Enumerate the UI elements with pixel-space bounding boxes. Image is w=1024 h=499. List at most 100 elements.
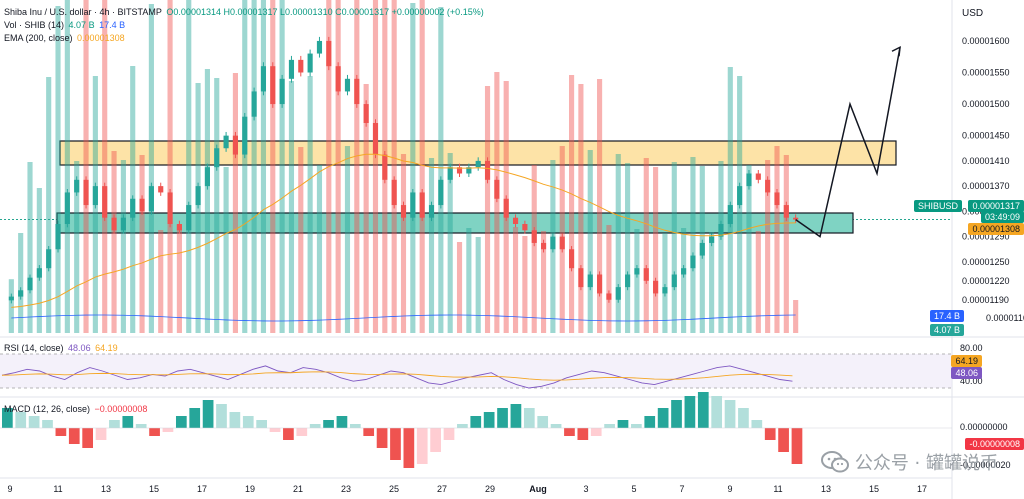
rsi-band	[0, 354, 952, 388]
volume-bar	[8, 279, 14, 333]
macd-histogram-bar	[738, 408, 749, 428]
candle-body	[148, 186, 154, 212]
volume-bar	[410, 3, 416, 333]
macd-histogram-bar	[403, 428, 415, 468]
volume-bar	[634, 229, 640, 333]
rsi-pane	[0, 353, 952, 389]
macd-histogram-bar	[336, 416, 348, 428]
candle-body	[783, 205, 789, 218]
volume-bar	[74, 161, 80, 333]
y-tick-label: 0.00001370	[962, 181, 1010, 191]
candle-body	[653, 280, 659, 294]
candle-body	[251, 91, 257, 117]
rsi-line	[1, 365, 793, 389]
candle-body	[765, 179, 771, 193]
candle-body	[27, 277, 33, 291]
y-tick-label: 0.00001220	[962, 276, 1010, 286]
macd-histogram-bar	[657, 408, 669, 428]
macd-histogram-bar	[537, 416, 549, 428]
x-tick-label: 3	[583, 484, 588, 494]
candle-body	[102, 186, 108, 218]
macd-histogram-bar	[149, 428, 160, 436]
macd-histogram-bar	[269, 428, 281, 432]
volume-bar	[36, 188, 42, 333]
macd-pane	[0, 392, 952, 468]
macd-histogram-bar	[202, 400, 214, 428]
volume-bar	[27, 162, 33, 333]
candle-body	[307, 53, 313, 73]
volume-badge-1: 17.4 B	[929, 310, 964, 322]
wechat-icon	[820, 451, 849, 473]
candle-body	[643, 268, 649, 281]
macd-histogram-bar	[751, 420, 763, 428]
candle-body	[288, 59, 295, 79]
volume-bar	[512, 227, 519, 333]
x-tick-label: 21	[293, 484, 303, 494]
volume-bar	[615, 154, 621, 333]
volume-bar	[391, 0, 397, 333]
volume-bar	[176, 225, 182, 333]
symbol-line: Shiba Inu / U.S. dollar · 4h · BITSTAMP	[4, 7, 162, 17]
macd-histogram-bar	[15, 412, 27, 428]
volume-bar	[746, 165, 752, 333]
watermark: 公众号 · 罐罐说币	[820, 449, 998, 475]
candle-body	[531, 230, 537, 243]
candle-body	[74, 179, 80, 193]
macd-histogram-bar	[109, 420, 120, 428]
macd-histogram-bar	[510, 404, 522, 428]
rsi-level-40: 40.00	[960, 376, 983, 386]
macd-histogram-bar	[671, 400, 682, 428]
volume-ma-line	[11, 314, 796, 322]
symbol-badge: SHIBUSD	[913, 200, 962, 212]
candle-body	[326, 40, 332, 67]
currency-label[interactable]: USD	[962, 8, 984, 19]
volume-bar	[186, 0, 192, 333]
candle-body	[46, 249, 52, 269]
volume-bar	[158, 230, 164, 333]
y-tick-label: 0.00001550	[962, 68, 1010, 78]
candle-body	[671, 274, 677, 288]
candle-body	[690, 255, 696, 269]
macd-histogram-bar	[631, 424, 642, 428]
x-tick-label: 11	[773, 484, 782, 494]
volume-bar	[148, 4, 154, 333]
candle-body	[428, 205, 435, 218]
macd-histogram-bar	[457, 424, 468, 428]
macd-histogram-bar	[764, 428, 776, 440]
volume-bar	[793, 300, 799, 333]
projection-arrowhead	[891, 45, 901, 57]
candle-body	[419, 192, 425, 218]
projection-line	[795, 47, 901, 238]
candle-body	[737, 186, 743, 206]
macd-histogram-bar	[644, 416, 656, 428]
macd-histogram-bar	[82, 428, 94, 448]
macd-value: −0.00000008	[94, 404, 148, 414]
ema-label: EMA (200, close)	[4, 33, 73, 43]
volume-bar	[484, 86, 491, 333]
volume-bar	[774, 146, 780, 333]
y-tick-label: 0.00001500	[962, 99, 1010, 109]
candle-body	[709, 236, 715, 243]
macd-histogram-bar	[390, 428, 401, 460]
x-tick-label: 7	[679, 484, 684, 494]
candle-body	[158, 186, 164, 193]
y-tick-label: 0.00001450	[962, 131, 1010, 141]
volume-bar	[456, 242, 463, 333]
candle-body	[354, 78, 360, 105]
candle-body	[727, 205, 733, 224]
vol-value-1: 4.07 B	[68, 20, 95, 30]
support-zone	[56, 212, 854, 234]
legend-main: Shiba Inu / U.S. dollar · 4h · BITSTAMP …	[4, 7, 486, 18]
ohlc-values: O0.00001314 H0.00001317 L0.00001310 C0.0…	[166, 7, 484, 17]
volume-bar	[83, 0, 89, 333]
candle-body	[774, 192, 780, 206]
x-tick-label: 25	[389, 484, 399, 494]
candle-body	[662, 287, 668, 294]
macd-histogram-bar	[778, 428, 789, 452]
candle-body	[456, 167, 463, 174]
volume-bar	[298, 147, 304, 333]
macd-histogram-bar	[95, 428, 107, 440]
candle-body	[298, 59, 304, 73]
candle-body	[597, 274, 603, 294]
